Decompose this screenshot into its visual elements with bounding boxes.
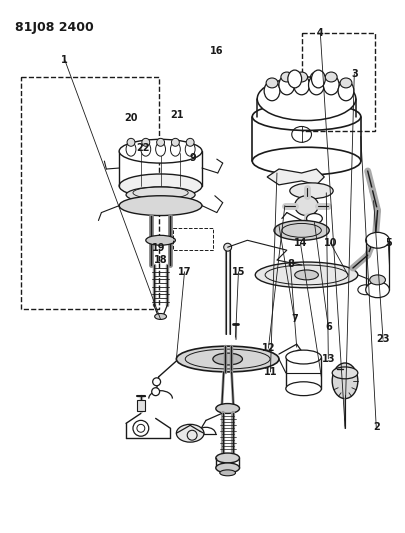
Circle shape <box>224 243 232 251</box>
Circle shape <box>295 350 303 358</box>
Bar <box>286 357 321 389</box>
Ellipse shape <box>281 72 293 82</box>
Text: 5: 5 <box>385 238 392 248</box>
Text: 4: 4 <box>317 28 324 38</box>
Ellipse shape <box>146 236 175 245</box>
Text: 20: 20 <box>124 113 137 123</box>
Ellipse shape <box>176 346 279 372</box>
Circle shape <box>133 421 149 436</box>
Text: 15: 15 <box>232 267 245 277</box>
Ellipse shape <box>295 270 318 280</box>
Ellipse shape <box>332 367 358 379</box>
Text: 21: 21 <box>170 110 183 120</box>
Ellipse shape <box>294 75 309 95</box>
Ellipse shape <box>332 363 358 399</box>
Ellipse shape <box>126 142 136 156</box>
Text: 2: 2 <box>373 422 379 432</box>
Ellipse shape <box>296 72 307 82</box>
Text: 17: 17 <box>178 267 191 277</box>
Text: 6: 6 <box>325 322 332 332</box>
Ellipse shape <box>119 139 202 163</box>
Ellipse shape <box>307 214 322 223</box>
Text: 22: 22 <box>136 143 149 153</box>
Ellipse shape <box>156 142 166 156</box>
Text: 3: 3 <box>351 69 358 79</box>
Text: 19: 19 <box>152 243 165 253</box>
Text: 16: 16 <box>210 46 223 56</box>
Ellipse shape <box>358 285 374 295</box>
Ellipse shape <box>185 142 195 156</box>
Ellipse shape <box>126 187 195 203</box>
Text: 23: 23 <box>376 334 390 344</box>
Text: 18: 18 <box>154 255 167 265</box>
Ellipse shape <box>119 174 202 198</box>
Ellipse shape <box>119 196 202 215</box>
Ellipse shape <box>142 139 150 146</box>
Ellipse shape <box>186 139 194 146</box>
Ellipse shape <box>252 103 361 131</box>
Ellipse shape <box>286 350 321 364</box>
Ellipse shape <box>286 382 321 395</box>
Text: 11: 11 <box>264 367 277 377</box>
Ellipse shape <box>274 221 329 240</box>
Text: 7: 7 <box>291 314 298 324</box>
Circle shape <box>152 387 160 395</box>
Bar <box>173 229 213 250</box>
Ellipse shape <box>288 70 302 88</box>
Circle shape <box>153 378 161 386</box>
Ellipse shape <box>323 75 339 95</box>
Ellipse shape <box>157 139 164 146</box>
Ellipse shape <box>309 75 324 95</box>
Ellipse shape <box>155 313 166 319</box>
Ellipse shape <box>290 183 333 199</box>
Bar <box>21 77 159 309</box>
Ellipse shape <box>220 470 236 476</box>
Ellipse shape <box>370 275 386 285</box>
Ellipse shape <box>279 75 295 95</box>
Ellipse shape <box>252 147 361 175</box>
Ellipse shape <box>311 70 325 88</box>
Ellipse shape <box>171 139 179 146</box>
Ellipse shape <box>340 78 352 88</box>
Ellipse shape <box>266 78 278 88</box>
Text: 10: 10 <box>324 238 337 248</box>
Ellipse shape <box>366 232 389 248</box>
Ellipse shape <box>141 142 151 156</box>
Ellipse shape <box>338 81 354 101</box>
Text: 9: 9 <box>189 154 196 164</box>
Ellipse shape <box>213 353 243 365</box>
Ellipse shape <box>264 81 280 101</box>
Ellipse shape <box>325 72 337 82</box>
Ellipse shape <box>216 453 239 463</box>
Text: 1: 1 <box>61 55 68 64</box>
Ellipse shape <box>216 403 239 414</box>
Bar <box>137 400 145 411</box>
Ellipse shape <box>311 72 322 82</box>
Polygon shape <box>267 169 324 185</box>
Ellipse shape <box>176 424 204 442</box>
Text: 13: 13 <box>322 354 335 364</box>
Ellipse shape <box>366 282 389 297</box>
Text: 12: 12 <box>262 343 275 353</box>
Bar <box>302 34 375 131</box>
Text: 14: 14 <box>294 238 307 248</box>
Text: 8: 8 <box>287 259 294 269</box>
Ellipse shape <box>255 262 358 288</box>
Ellipse shape <box>171 142 180 156</box>
Ellipse shape <box>257 77 356 120</box>
Ellipse shape <box>295 196 318 215</box>
Text: 81J08 2400: 81J08 2400 <box>15 21 94 34</box>
Ellipse shape <box>216 463 239 473</box>
Ellipse shape <box>127 139 135 146</box>
